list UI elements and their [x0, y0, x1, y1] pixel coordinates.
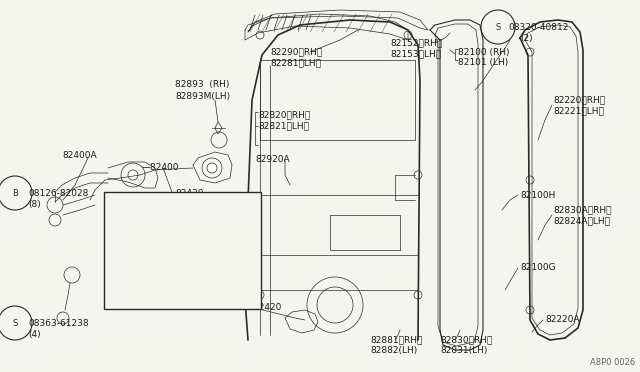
Text: 08320-40812: 08320-40812: [508, 22, 568, 32]
Circle shape: [526, 48, 534, 56]
Circle shape: [207, 163, 217, 173]
Text: (4): (4): [28, 330, 40, 339]
Text: 82100H: 82100H: [520, 190, 556, 199]
Text: 82920A: 82920A: [255, 155, 290, 164]
Text: —82420: —82420: [245, 304, 282, 312]
FancyBboxPatch shape: [104, 192, 261, 309]
Text: 82893M(LH): 82893M(LH): [175, 92, 230, 100]
Text: 82153〈LH〉: 82153〈LH〉: [390, 49, 441, 58]
Text: 82820〈RH〉: 82820〈RH〉: [258, 110, 310, 119]
Circle shape: [414, 171, 422, 179]
Text: 82101 (LH): 82101 (LH): [458, 58, 508, 67]
Text: 82893  (RH): 82893 (RH): [175, 80, 229, 90]
Text: 82830〈RH〉: 82830〈RH〉: [440, 336, 492, 344]
Text: 82881〈RH〉: 82881〈RH〉: [370, 336, 422, 344]
Text: 82882(LH): 82882(LH): [370, 346, 417, 356]
Text: 82830A〈RH〉: 82830A〈RH〉: [553, 205, 611, 215]
Text: 08363-61238: 08363-61238: [28, 318, 88, 327]
Text: 82290〈RH〉: 82290〈RH〉: [270, 48, 323, 57]
Text: 82430: 82430: [175, 189, 204, 198]
Text: 82400A: 82400A: [62, 151, 97, 160]
Text: (8): (8): [28, 199, 41, 208]
Text: 82410A  82100N: 82410A 82100N: [115, 202, 191, 212]
Circle shape: [414, 291, 422, 299]
Text: A8P0 0026: A8P0 0026: [589, 358, 635, 367]
Text: —82400: —82400: [142, 164, 179, 173]
Circle shape: [404, 31, 412, 39]
Text: 82221〈LH〉: 82221〈LH〉: [553, 106, 604, 115]
Circle shape: [128, 170, 138, 180]
Text: 82100 (RH): 82100 (RH): [458, 48, 509, 57]
Text: 82281〈LH〉: 82281〈LH〉: [270, 58, 321, 67]
Circle shape: [128, 262, 138, 272]
Circle shape: [164, 221, 172, 229]
Text: 82824A〈LH〉: 82824A〈LH〉: [553, 217, 610, 225]
Circle shape: [526, 306, 534, 314]
Circle shape: [526, 176, 534, 184]
Text: 08126-82028: 08126-82028: [28, 189, 88, 198]
Text: 82821〈LH〉: 82821〈LH〉: [258, 122, 309, 131]
Text: 82100G: 82100G: [520, 263, 556, 273]
Text: 82152〈RH〉: 82152〈RH〉: [390, 38, 442, 48]
Text: 82831(LH): 82831(LH): [440, 346, 488, 356]
Text: B: B: [12, 189, 18, 198]
Text: S: S: [12, 318, 18, 327]
Circle shape: [256, 291, 264, 299]
Text: (2): (2): [520, 33, 532, 42]
Circle shape: [256, 31, 264, 39]
Text: 82220A: 82220A: [545, 315, 579, 324]
Text: 82220〈RH〉: 82220〈RH〉: [553, 96, 605, 105]
Text: S: S: [495, 22, 500, 32]
